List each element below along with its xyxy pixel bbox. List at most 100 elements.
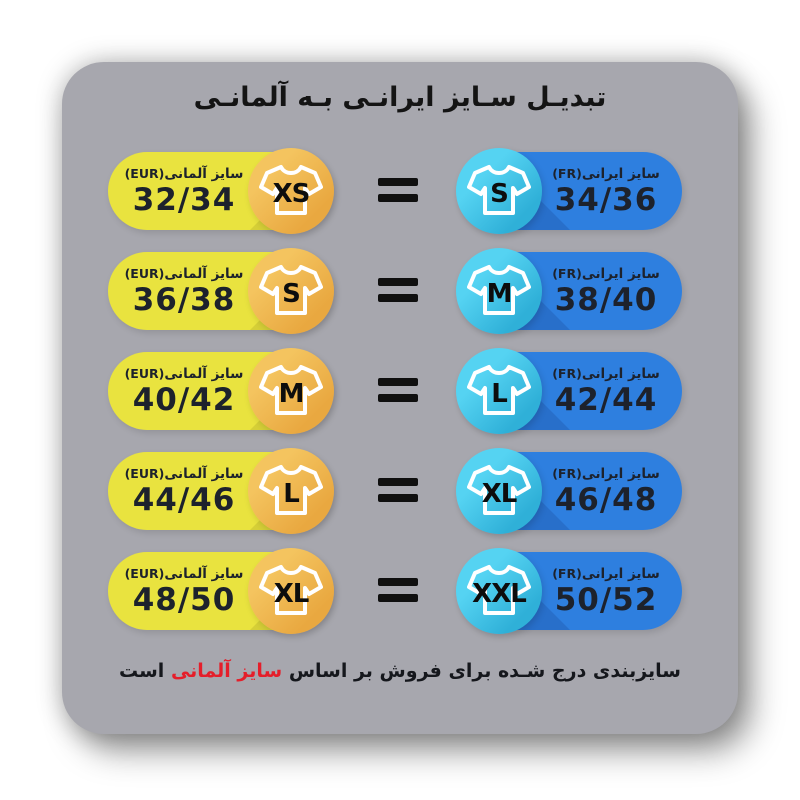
eur-size-label: سایز آلمانی(EUR) — [125, 266, 244, 282]
eur-label-code: (EUR) — [124, 466, 165, 481]
fr-letter: L — [491, 379, 508, 409]
equals-icon — [378, 278, 418, 310]
fr-size-value: 42/44 — [554, 382, 658, 418]
fr-size-badge: L — [456, 348, 542, 434]
equals-icon — [378, 178, 418, 210]
eur-label-name: سایز آلمانی — [164, 566, 244, 582]
fr-size-badge: S — [456, 148, 542, 234]
fr-label-code: (FR) — [552, 366, 582, 381]
eur-size-badge: S — [248, 248, 334, 334]
conversion-row-1: سایز آلمانی(EUR) 32/34 XS S سایز ایرانی(… — [62, 148, 738, 250]
eur-letter: S — [282, 279, 301, 309]
fr-size-pill: S سایز ایرانی(FR) 34/36 — [456, 148, 682, 234]
conversion-row-3: سایز آلمانی(EUR) 40/42 M L سایز ایرانی(F… — [62, 348, 738, 450]
eur-letter: M — [278, 379, 305, 409]
fr-label-code: (FR) — [552, 266, 582, 281]
fr-size-value: 34/36 — [554, 182, 658, 218]
equals-icon — [378, 578, 418, 610]
fr-size-text: سایز ایرانی(FR) 46/48 — [544, 452, 668, 530]
eur-label-code: (EUR) — [124, 366, 165, 381]
fr-size-text: سایز ایرانی(FR) 34/36 — [544, 152, 668, 230]
eur-label-name: سایز آلمانی — [164, 266, 244, 282]
eur-size-pill: سایز آلمانی(EUR) 44/46 L — [108, 448, 334, 534]
eur-size-pill: سایز آلمانی(EUR) 32/34 XS — [108, 148, 334, 234]
fr-size-badge: M — [456, 248, 542, 334]
equals-icon — [378, 378, 418, 410]
tshirt-icon — [467, 365, 531, 415]
eur-size-pill: سایز آلمانی(EUR) 36/38 S — [108, 248, 334, 334]
eur-size-badge: XS — [248, 148, 334, 234]
equals-icon — [378, 478, 418, 510]
eur-label-code: (EUR) — [124, 566, 165, 581]
fr-size-label: سایز ایرانی(FR) — [552, 366, 660, 382]
fr-label-name: سایز ایرانی — [581, 266, 660, 282]
eur-size-label: سایز آلمانی(EUR) — [125, 566, 244, 582]
tshirt-icon — [467, 265, 531, 315]
eur-size-value: 36/38 — [132, 282, 236, 318]
fr-size-badge: XL — [456, 448, 542, 534]
fr-size-pill: XL سایز ایرانی(FR) 46/48 — [456, 448, 682, 534]
fr-size-value: 38/40 — [554, 282, 658, 318]
eur-size-text: سایز آلمانی(EUR) 44/46 — [122, 452, 246, 530]
fr-size-text: سایز ایرانی(FR) 42/44 — [544, 352, 668, 430]
tshirt-icon — [467, 465, 531, 515]
page-title: تبدیـل سـایز ایرانـی بـه آلمانـی — [193, 82, 607, 113]
eur-letter: XS — [272, 179, 311, 209]
footnote-highlight: سایز آلمانی — [170, 660, 283, 682]
eur-size-label: سایز آلمانی(EUR) — [125, 166, 244, 182]
fr-label-code: (FR) — [552, 166, 582, 181]
eur-label-code: (EUR) — [124, 166, 165, 181]
fr-letter: XXL — [472, 579, 527, 609]
eur-size-badge: XL — [248, 548, 334, 634]
fr-label-name: سایز ایرانی — [581, 166, 660, 182]
fr-size-pill: M سایز ایرانی(FR) 38/40 — [456, 248, 682, 334]
eur-label-name: سایز آلمانی — [164, 466, 244, 482]
footnote-prefix: سایزبندی درج شـده برای فروش بر اساس — [282, 660, 681, 682]
fr-size-value: 46/48 — [554, 482, 658, 518]
eur-size-value: 40/42 — [132, 382, 236, 418]
eur-label-name: سایز آلمانی — [164, 366, 244, 382]
fr-size-pill: XXL سایز ایرانی(FR) 50/52 — [456, 548, 682, 634]
fr-size-label: سایز ایرانی(FR) — [552, 566, 660, 582]
footnote-suffix: است — [119, 660, 171, 682]
eur-size-label: سایز آلمانی(EUR) — [125, 366, 244, 382]
fr-size-value: 50/52 — [554, 582, 658, 618]
tshirt-icon — [259, 465, 323, 515]
fr-label-name: سایز ایرانی — [581, 366, 660, 382]
fr-label-code: (FR) — [552, 466, 582, 481]
fr-letter: M — [486, 279, 513, 309]
fr-label-code: (FR) — [552, 566, 582, 581]
eur-label-code: (EUR) — [124, 266, 165, 281]
tshirt-icon — [259, 365, 323, 415]
tshirt-icon — [467, 165, 531, 215]
fr-size-pill: L سایز ایرانی(FR) 42/44 — [456, 348, 682, 434]
eur-letter: L — [283, 479, 300, 509]
conversion-rows: سایز آلمانی(EUR) 32/34 XS S سایز ایرانی(… — [62, 148, 738, 650]
tshirt-icon — [259, 565, 323, 615]
eur-size-value: 44/46 — [132, 482, 236, 518]
tshirt-icon — [259, 165, 323, 215]
fr-size-label: سایز ایرانی(FR) — [552, 266, 660, 282]
conversion-row-2: سایز آلمانی(EUR) 36/38 S M سایز ایرانی(F… — [62, 248, 738, 350]
eur-size-text: سایز آلمانی(EUR) 40/42 — [122, 352, 246, 430]
fr-letter: S — [490, 179, 509, 209]
fr-size-text: سایز ایرانی(FR) 50/52 — [544, 552, 668, 630]
fr-letter: XL — [481, 479, 518, 509]
eur-size-label: سایز آلمانی(EUR) — [125, 466, 244, 482]
footnote: سایزبندی درج شـده برای فروش بر اساس سایز… — [62, 660, 738, 682]
eur-size-badge: L — [248, 448, 334, 534]
fr-size-badge: XXL — [456, 548, 542, 634]
fr-size-label: سایز ایرانی(FR) — [552, 466, 660, 482]
size-chart-card: تبدیـل سـایز ایرانـی بـه آلمانـی سایز آل… — [62, 62, 738, 734]
fr-size-label: سایز ایرانی(FR) — [552, 166, 660, 182]
fr-label-name: سایز ایرانی — [581, 466, 660, 482]
eur-size-text: سایز آلمانی(EUR) 36/38 — [122, 252, 246, 330]
tshirt-icon — [467, 565, 531, 615]
eur-size-value: 32/34 — [132, 182, 236, 218]
eur-label-name: سایز آلمانی — [164, 166, 244, 182]
fr-size-text: سایز ایرانی(FR) 38/40 — [544, 252, 668, 330]
conversion-row-4: سایز آلمانی(EUR) 44/46 L XL سایز ایرانی(… — [62, 448, 738, 550]
eur-size-pill: سایز آلمانی(EUR) 40/42 M — [108, 348, 334, 434]
eur-size-value: 48/50 — [132, 582, 236, 618]
fr-label-name: سایز ایرانی — [581, 566, 660, 582]
